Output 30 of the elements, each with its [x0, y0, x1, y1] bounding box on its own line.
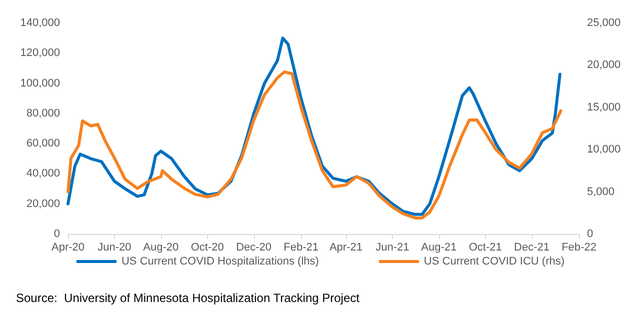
x-tick-label: Feb-21	[284, 242, 318, 254]
x-tick-label: Jun-21	[376, 242, 410, 254]
y-tick-label: 0	[54, 228, 60, 240]
source-note: Source: University of Minnesota Hospitalization Tracking Project	[16, 291, 360, 305]
x-tick-label: Dec-20	[236, 242, 272, 254]
y2-tick-label: 0	[587, 228, 594, 240]
line-series	[66, 70, 562, 220]
x-tick-label: Aug-20	[143, 242, 179, 254]
y2-tick-label: 15,000	[587, 101, 621, 114]
x-tick-label: Apr-21	[329, 242, 362, 254]
legend-label: US Current COVID ICU (rhs)	[424, 256, 565, 268]
x-tick-label: Apr-20	[51, 242, 85, 254]
y-tick-label: 80,000	[26, 107, 60, 120]
x-tick-label: Feb-22	[562, 242, 596, 254]
x-tick-label: Oct-20	[190, 242, 224, 254]
y2-tick-label: 25,000	[587, 17, 621, 29]
legend-label: US Current COVID Hospitalizations (lhs)	[121, 256, 319, 268]
y-tick-label: 140,000	[20, 17, 60, 29]
y-tick-label: 20,000	[26, 198, 60, 210]
y-tick-label: 100,000	[20, 77, 60, 90]
x-tick-label: Jun-20	[98, 242, 132, 254]
y-tick-label: 120,000	[20, 47, 60, 60]
x-tick-label: Oct-21	[468, 242, 502, 254]
y2-tick-label: 5,000	[587, 186, 615, 198]
y2-tick-label: 20,000	[587, 59, 621, 72]
y2-tick-label: 10,000	[587, 144, 621, 156]
y-tick-label: 60,000	[26, 138, 60, 150]
x-tick-label: Dec-21	[514, 242, 550, 254]
x-tick-label: Aug-21	[421, 242, 457, 254]
y-tick-label: 40,000	[26, 168, 60, 180]
